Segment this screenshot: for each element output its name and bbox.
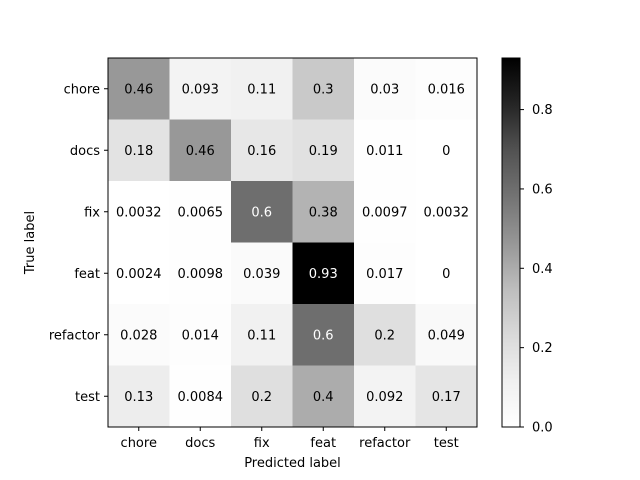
- colorbar-tick-label-0: 0.0: [532, 421, 553, 436]
- heatmap-cell-refactor-fix: [231, 304, 293, 366]
- y-tick-label-refactor: refactor: [49, 328, 101, 343]
- cell-value-chore-refactor: 0.03: [370, 82, 399, 97]
- cell-value-chore-feat: 0.3: [313, 82, 334, 97]
- cell-value-refactor-refactor: 0.2: [374, 328, 395, 343]
- colorbar-tick-label-3: 0.6: [532, 182, 553, 197]
- heatmap-cell-feat-test: [415, 242, 478, 305]
- y-tick-label-test: test: [75, 390, 100, 405]
- x-tick-label-fix: fix: [254, 436, 270, 451]
- cell-value-refactor-docs: 0.014: [182, 328, 219, 343]
- colorbar-ticks: 0.0 0.2 0.4 0.6 0.8: [520, 103, 553, 436]
- cell-value-feat-refactor: 0.017: [366, 267, 403, 282]
- cell-value-test-feat: 0.4: [313, 390, 334, 405]
- cell-value-feat-test: 0: [442, 267, 450, 282]
- heatmap-cell-chore-fix: [231, 58, 293, 120]
- heatmap-cell-fix-feat: [292, 181, 355, 243]
- cell-value-test-refactor: 0.092: [366, 390, 403, 405]
- colorbar-tick-label-2: 0.4: [532, 262, 553, 277]
- heatmap-cell-docs-feat: [292, 119, 355, 182]
- heatmap-cell-fix-refactor: [354, 181, 416, 243]
- x-tick-label-refactor: refactor: [359, 436, 411, 451]
- plot-frame: [107, 57, 478, 428]
- cell-value-docs-test: 0: [442, 144, 450, 159]
- y-axis-label: True label: [23, 211, 38, 275]
- cell-value-refactor-fix: 0.11: [247, 328, 276, 343]
- heatmap-cell-labels: 0.46 0.093 0.11 0.3 0.03 0.016 0.18 0.46 0.16 0.1…: [116, 82, 469, 405]
- cell-value-chore-test: 0.016: [428, 82, 465, 97]
- cell-value-docs-fix: 0.16: [247, 144, 276, 159]
- x-tick-label-feat: feat: [310, 436, 336, 451]
- heatmap-cell-chore-chore: [108, 58, 170, 120]
- cell-value-test-test: 0.17: [432, 390, 461, 405]
- colorbar: [501, 57, 521, 428]
- cell-value-fix-fix: 0.6: [251, 205, 272, 220]
- cell-value-test-docs: 0.0084: [178, 390, 224, 405]
- cell-value-feat-docs: 0.0098: [178, 267, 224, 282]
- cell-value-feat-fix: 0.039: [243, 267, 280, 282]
- cell-value-test-fix: 0.2: [251, 390, 272, 405]
- heatmap-cell-chore-test: [415, 58, 478, 120]
- y-tick-label-feat: feat: [74, 267, 100, 282]
- heatmap-cell-test-test: [415, 365, 478, 428]
- cell-value-docs-docs: 0.46: [186, 144, 215, 159]
- cell-value-docs-chore: 0.18: [124, 144, 153, 159]
- heatmap-cell-refactor-docs: [169, 304, 232, 366]
- heatmap-cells: [108, 58, 478, 428]
- heatmap-cell-refactor-test: [415, 304, 478, 366]
- heatmap-cell-test-chore: [108, 365, 170, 428]
- x-tick-label-chore: chore: [121, 436, 157, 451]
- heatmap-cell-fix-fix: [231, 181, 293, 243]
- heatmap-cell-chore-feat: [292, 58, 355, 120]
- heatmap-cell-docs-chore: [108, 119, 170, 182]
- cell-value-chore-fix: 0.11: [247, 82, 276, 97]
- cell-value-fix-chore: 0.0032: [116, 205, 162, 220]
- y-tick-label-chore: chore: [64, 82, 100, 97]
- cell-value-feat-feat: 0.93: [309, 267, 338, 282]
- heatmap-cell-fix-chore: [108, 181, 170, 243]
- heatmap-cell-feat-docs: [169, 242, 232, 305]
- heatmap-cell-test-refactor: [354, 365, 416, 428]
- heatmap-cell-fix-test: [415, 181, 478, 243]
- cell-value-fix-refactor: 0.0097: [362, 205, 408, 220]
- colorbar-tick-label-4: 0.8: [532, 103, 553, 118]
- heatmap-cell-test-docs: [169, 365, 232, 428]
- cell-value-docs-refactor: 0.011: [366, 144, 403, 159]
- heatmap-cell-refactor-feat: [292, 304, 355, 366]
- heatmap-cell-feat-chore: [108, 242, 170, 305]
- cell-value-refactor-chore: 0.028: [120, 328, 157, 343]
- cell-value-chore-docs: 0.093: [182, 82, 219, 97]
- heatmap-cell-refactor-chore: [108, 304, 170, 366]
- cell-value-docs-feat: 0.19: [309, 144, 338, 159]
- heatmap-cell-test-feat: [292, 365, 355, 428]
- heatmap-cell-fix-docs: [169, 181, 232, 243]
- heatmap-cell-refactor-refactor: [354, 304, 416, 366]
- cell-value-fix-test: 0.0032: [424, 205, 470, 220]
- heatmap-cell-chore-docs: [169, 58, 232, 120]
- cell-value-test-chore: 0.13: [124, 390, 153, 405]
- heatmap-cell-feat-refactor: [354, 242, 416, 305]
- heatmap-cell-chore-refactor: [354, 58, 416, 120]
- heatmap-cell-docs-test: [415, 119, 478, 182]
- heatmap-cell-test-fix: [231, 365, 293, 428]
- heatmap-cell-feat-feat: [292, 242, 355, 305]
- heatmap-cell-docs-refactor: [354, 119, 416, 182]
- cell-value-fix-docs: 0.0065: [178, 205, 224, 220]
- x-tick-label-docs: docs: [185, 436, 215, 451]
- colorbar-tick-label-1: 0.2: [532, 341, 553, 356]
- heatmap-cell-docs-docs: [169, 119, 232, 182]
- cell-value-fix-feat: 0.38: [309, 205, 338, 220]
- heatmap-cell-docs-fix: [231, 119, 293, 182]
- cell-value-feat-chore: 0.0024: [116, 267, 162, 282]
- y-tick-label-fix: fix: [84, 205, 100, 220]
- cell-value-chore-chore: 0.46: [124, 82, 153, 97]
- x-axis-label: Predicted label: [244, 456, 341, 471]
- y-axis-ticks: chore docs fix feat refactor test: [49, 82, 108, 405]
- x-tick-label-test: test: [434, 436, 459, 451]
- cell-value-refactor-test: 0.049: [428, 328, 465, 343]
- y-tick-label-docs: docs: [70, 144, 100, 159]
- heatmap-cell-feat-fix: [231, 242, 293, 305]
- x-axis-ticks: chore docs fix feat refactor test: [121, 427, 459, 451]
- cell-value-refactor-feat: 0.6: [313, 328, 334, 343]
